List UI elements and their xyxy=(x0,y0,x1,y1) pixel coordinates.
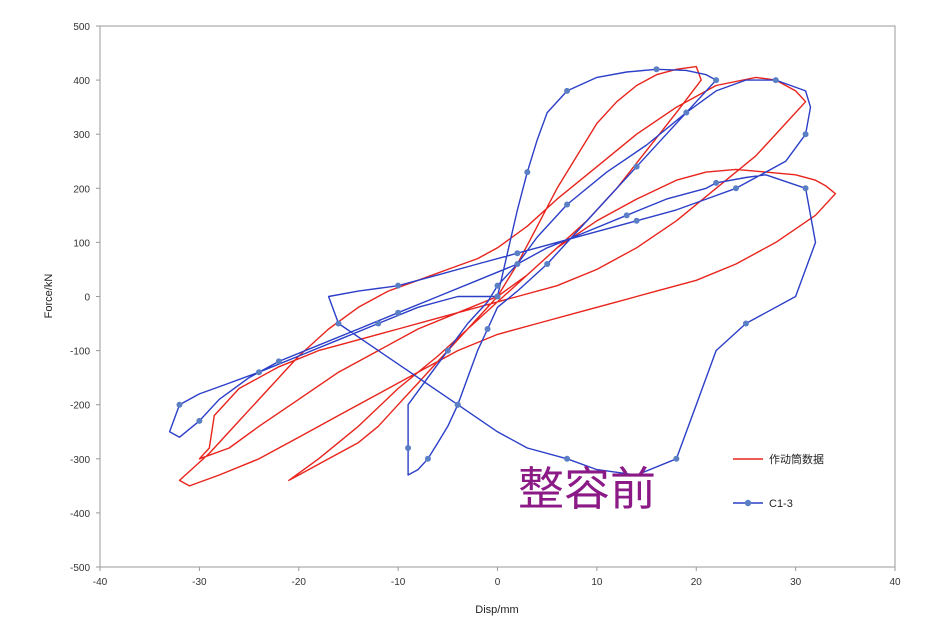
legend-marker-specimen xyxy=(744,499,752,507)
specimen-data-point xyxy=(683,109,690,116)
y-tick-label: -300 xyxy=(70,455,90,466)
x-tick-label: -30 xyxy=(192,577,207,588)
specimen-data-point xyxy=(256,369,262,376)
x-tick-label: -20 xyxy=(292,577,307,588)
x-tick-label: 30 xyxy=(790,577,802,588)
specimen-data-point xyxy=(623,212,630,219)
specimen-data-point xyxy=(524,169,531,176)
y-tick-label: 400 xyxy=(73,76,90,87)
x-tick-label: 40 xyxy=(889,577,901,588)
y-tick-label: -200 xyxy=(70,401,90,412)
specimen-data-point xyxy=(494,293,501,300)
specimen-data-point xyxy=(375,320,382,327)
specimen-data-point xyxy=(405,444,412,451)
x-tick-label: 10 xyxy=(591,577,603,588)
x-tick-label: 0 xyxy=(495,577,501,588)
y-tick-label: -400 xyxy=(70,509,90,520)
specimen-data-point xyxy=(713,179,720,186)
specimen-data-point xyxy=(196,417,203,424)
specimen-data-point xyxy=(633,217,640,224)
legend: 作动筒数据 C1-3 xyxy=(733,452,824,510)
specimen-data-point xyxy=(733,185,739,192)
specimen-data-point xyxy=(802,131,809,138)
specimen-data-point xyxy=(494,282,501,289)
specimen-data-point xyxy=(454,401,461,408)
specimen-data-point xyxy=(772,77,779,84)
legend-label-actuator: 作动筒数据 xyxy=(769,452,824,466)
x-tick-labels: -40 -30 -20 -10 0 10 20 30 40 xyxy=(93,567,901,588)
specimen-data-point xyxy=(335,320,342,327)
x-tick-label: 20 xyxy=(691,577,703,588)
y-tick-labels: -500 -400 -300 -200 -100 0 100 200 300 400 500 xyxy=(70,22,100,574)
y-tick-label: 300 xyxy=(73,130,90,141)
specimen-data-point xyxy=(514,261,521,268)
specimen-data-point xyxy=(564,87,571,94)
specimen-data-point xyxy=(564,201,571,208)
specimen-data-point xyxy=(395,282,402,289)
annotation-label: 整容前 xyxy=(518,462,656,516)
specimen-data-point xyxy=(444,347,451,354)
y-tick-label: 0 xyxy=(84,293,90,304)
x-tick-label: -40 xyxy=(93,577,108,588)
y-tick-label: 100 xyxy=(73,238,90,249)
specimen-data-point xyxy=(802,185,809,192)
specimen-data-point xyxy=(653,66,660,73)
specimen-data-point xyxy=(564,455,571,462)
y-tick-label: -100 xyxy=(70,347,90,358)
x-tick-label: -10 xyxy=(391,577,406,588)
markers-layer xyxy=(176,66,809,462)
y-tick-label: 500 xyxy=(73,22,90,33)
specimen-data-point xyxy=(514,250,521,257)
x-axis-title: Disp/mm xyxy=(475,604,518,616)
specimen-data-point xyxy=(484,325,491,332)
specimen-data-point xyxy=(395,309,402,316)
y-axis-title: Force/kN xyxy=(43,274,55,319)
specimen-data-point xyxy=(713,77,720,84)
specimen-data-point xyxy=(176,401,183,408)
specimen-data-point xyxy=(424,455,431,462)
specimen-data-point xyxy=(544,261,551,268)
specimen-data-point xyxy=(633,163,640,170)
series-line-actuator xyxy=(178,65,837,487)
specimen-data-point xyxy=(275,358,282,365)
y-tick-label: -500 xyxy=(70,563,90,574)
legend-label-specimen: C1-3 xyxy=(769,498,793,510)
y-tick-label: 200 xyxy=(73,184,90,195)
specimen-data-point xyxy=(742,320,749,327)
specimen-data-point xyxy=(673,455,680,462)
